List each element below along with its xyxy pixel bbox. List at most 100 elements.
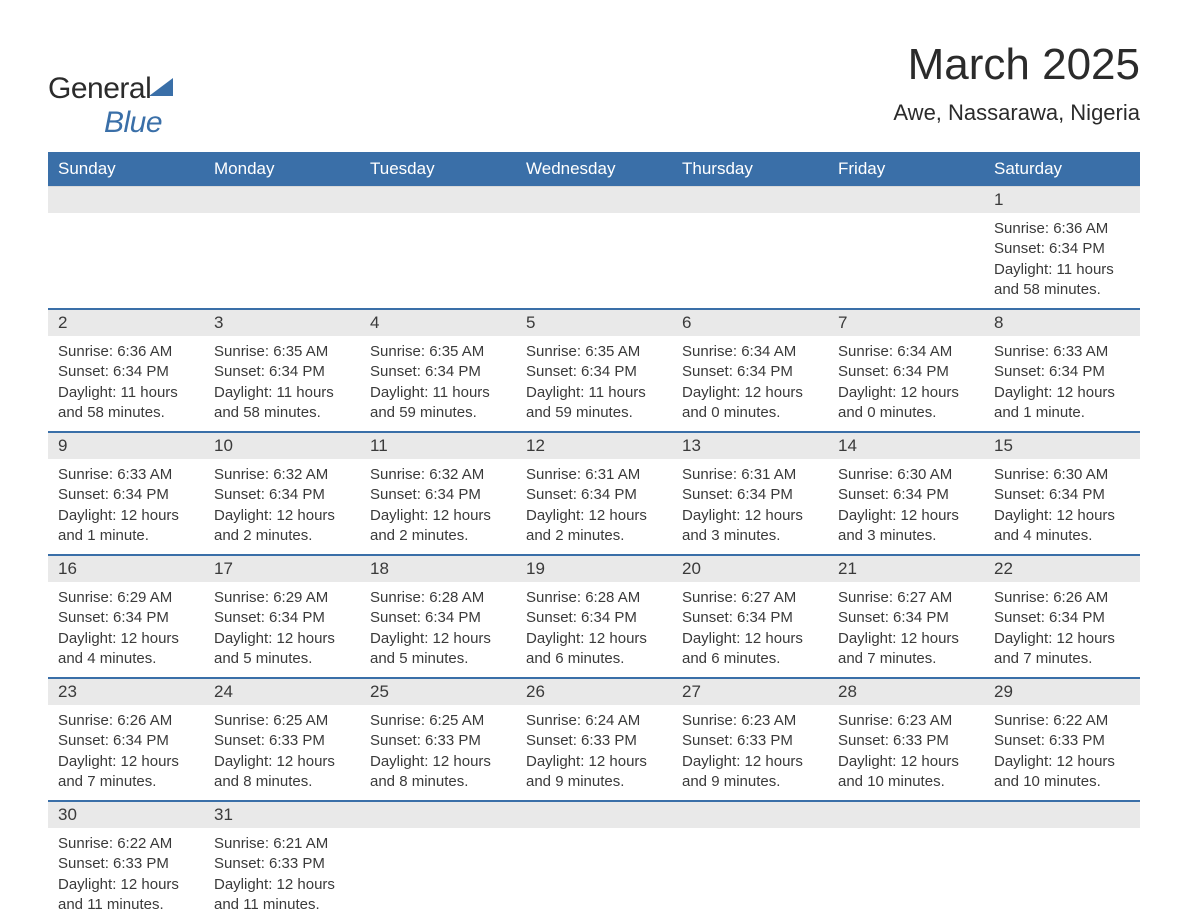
daynum-cell: 7: [828, 309, 984, 336]
sunset-text: Sunset: 6:34 PM: [370, 608, 506, 628]
sunrise-text: Sunrise: 6:24 AM: [526, 711, 662, 731]
daydata-cell: Sunrise: 6:23 AMSunset: 6:33 PMDaylight:…: [672, 705, 828, 801]
daydata-cell: [672, 828, 828, 923]
daydata-cell: Sunrise: 6:32 AMSunset: 6:34 PMDaylight:…: [360, 459, 516, 555]
sunrise-text: Sunrise: 6:35 AM: [526, 342, 662, 362]
daydata-cell: [360, 213, 516, 309]
dow-tuesday: Tuesday: [360, 152, 516, 187]
daydata-cell: Sunrise: 6:28 AMSunset: 6:34 PMDaylight:…: [360, 582, 516, 678]
daylight-text: Daylight: 12 hours and 10 minutes.: [838, 752, 974, 793]
sunset-text: Sunset: 6:33 PM: [526, 731, 662, 751]
calendar-table: Sunday Monday Tuesday Wednesday Thursday…: [48, 152, 1140, 923]
logo-blue: Blue: [104, 106, 162, 140]
sunrise-text: Sunrise: 6:29 AM: [214, 588, 350, 608]
sunrise-text: Sunrise: 6:25 AM: [370, 711, 506, 731]
daynum-cell: [984, 801, 1140, 828]
sunrise-text: Sunrise: 6:22 AM: [994, 711, 1130, 731]
sunrise-text: Sunrise: 6:33 AM: [58, 465, 194, 485]
daydata-cell: Sunrise: 6:30 AMSunset: 6:34 PMDaylight:…: [984, 459, 1140, 555]
daynum-cell: [48, 187, 204, 214]
sunset-text: Sunset: 6:34 PM: [214, 485, 350, 505]
sunset-text: Sunset: 6:33 PM: [58, 854, 194, 874]
dow-monday: Monday: [204, 152, 360, 187]
daydata-row: Sunrise: 6:36 AMSunset: 6:34 PMDaylight:…: [48, 336, 1140, 432]
header: General Blue March 2025 Awe, Nassarawa, …: [48, 40, 1140, 140]
daydata-cell: Sunrise: 6:26 AMSunset: 6:34 PMDaylight:…: [984, 582, 1140, 678]
sunrise-text: Sunrise: 6:25 AM: [214, 711, 350, 731]
daynum-cell: 18: [360, 555, 516, 582]
sunset-text: Sunset: 6:34 PM: [526, 608, 662, 628]
daynum-cell: 16: [48, 555, 204, 582]
daylight-text: Daylight: 12 hours and 10 minutes.: [994, 752, 1130, 793]
daynum-cell: 14: [828, 432, 984, 459]
daydata-cell: Sunrise: 6:32 AMSunset: 6:34 PMDaylight:…: [204, 459, 360, 555]
daydata-row: Sunrise: 6:29 AMSunset: 6:34 PMDaylight:…: [48, 582, 1140, 678]
daylight-text: Daylight: 12 hours and 11 minutes.: [58, 875, 194, 916]
sunrise-text: Sunrise: 6:33 AM: [994, 342, 1130, 362]
sunrise-text: Sunrise: 6:31 AM: [682, 465, 818, 485]
daydata-cell: Sunrise: 6:31 AMSunset: 6:34 PMDaylight:…: [672, 459, 828, 555]
sunset-text: Sunset: 6:34 PM: [838, 362, 974, 382]
daydata-cell: [48, 213, 204, 309]
daynum-cell: 26: [516, 678, 672, 705]
daydata-cell: Sunrise: 6:33 AMSunset: 6:34 PMDaylight:…: [984, 336, 1140, 432]
daynum-row: 16171819202122: [48, 555, 1140, 582]
daynum-row: 23242526272829: [48, 678, 1140, 705]
daydata-row: Sunrise: 6:26 AMSunset: 6:34 PMDaylight:…: [48, 705, 1140, 801]
sunset-text: Sunset: 6:33 PM: [370, 731, 506, 751]
daydata-cell: Sunrise: 6:34 AMSunset: 6:34 PMDaylight:…: [828, 336, 984, 432]
daynum-cell: [672, 801, 828, 828]
month-title: March 2025: [893, 40, 1140, 90]
daynum-cell: 11: [360, 432, 516, 459]
title-block: March 2025 Awe, Nassarawa, Nigeria: [893, 40, 1140, 126]
daynum-cell: [360, 801, 516, 828]
logo: General Blue: [48, 72, 173, 140]
sunrise-text: Sunrise: 6:36 AM: [994, 219, 1130, 239]
logo-general: General: [48, 72, 151, 105]
daynum-cell: [672, 187, 828, 214]
daylight-text: Daylight: 12 hours and 2 minutes.: [526, 506, 662, 547]
daynum-cell: [516, 801, 672, 828]
sunset-text: Sunset: 6:34 PM: [526, 362, 662, 382]
daydata-cell: [672, 213, 828, 309]
sunset-text: Sunset: 6:34 PM: [994, 239, 1130, 259]
daylight-text: Daylight: 12 hours and 7 minutes.: [58, 752, 194, 793]
daynum-cell: 9: [48, 432, 204, 459]
daylight-text: Daylight: 12 hours and 9 minutes.: [682, 752, 818, 793]
sunrise-text: Sunrise: 6:35 AM: [370, 342, 506, 362]
daydata-cell: [984, 828, 1140, 923]
dow-sunday: Sunday: [48, 152, 204, 187]
daydata-cell: Sunrise: 6:35 AMSunset: 6:34 PMDaylight:…: [516, 336, 672, 432]
sunset-text: Sunset: 6:34 PM: [526, 485, 662, 505]
sunrise-text: Sunrise: 6:34 AM: [838, 342, 974, 362]
sunrise-text: Sunrise: 6:23 AM: [838, 711, 974, 731]
daylight-text: Daylight: 12 hours and 7 minutes.: [994, 629, 1130, 670]
sunrise-text: Sunrise: 6:29 AM: [58, 588, 194, 608]
daylight-text: Daylight: 12 hours and 6 minutes.: [682, 629, 818, 670]
calendar-body: 1Sunrise: 6:36 AMSunset: 6:34 PMDaylight…: [48, 187, 1140, 923]
daydata-cell: [828, 828, 984, 923]
daydata-cell: Sunrise: 6:35 AMSunset: 6:34 PMDaylight:…: [204, 336, 360, 432]
sunset-text: Sunset: 6:34 PM: [370, 485, 506, 505]
daylight-text: Daylight: 12 hours and 0 minutes.: [682, 383, 818, 424]
daynum-cell: 15: [984, 432, 1140, 459]
daylight-text: Daylight: 11 hours and 58 minutes.: [994, 260, 1130, 301]
sunrise-text: Sunrise: 6:21 AM: [214, 834, 350, 854]
daydata-cell: Sunrise: 6:24 AMSunset: 6:33 PMDaylight:…: [516, 705, 672, 801]
daydata-cell: [828, 213, 984, 309]
daydata-cell: Sunrise: 6:22 AMSunset: 6:33 PMDaylight:…: [48, 828, 204, 923]
daynum-cell: [360, 187, 516, 214]
daynum-cell: 27: [672, 678, 828, 705]
daynum-cell: 30: [48, 801, 204, 828]
daynum-cell: 20: [672, 555, 828, 582]
sunrise-text: Sunrise: 6:28 AM: [370, 588, 506, 608]
sunrise-text: Sunrise: 6:28 AM: [526, 588, 662, 608]
dow-friday: Friday: [828, 152, 984, 187]
daynum-cell: [828, 187, 984, 214]
daydata-cell: Sunrise: 6:36 AMSunset: 6:34 PMDaylight:…: [984, 213, 1140, 309]
daynum-cell: 28: [828, 678, 984, 705]
sunset-text: Sunset: 6:34 PM: [682, 608, 818, 628]
daylight-text: Daylight: 11 hours and 58 minutes.: [58, 383, 194, 424]
daydata-cell: [516, 828, 672, 923]
daynum-cell: 13: [672, 432, 828, 459]
